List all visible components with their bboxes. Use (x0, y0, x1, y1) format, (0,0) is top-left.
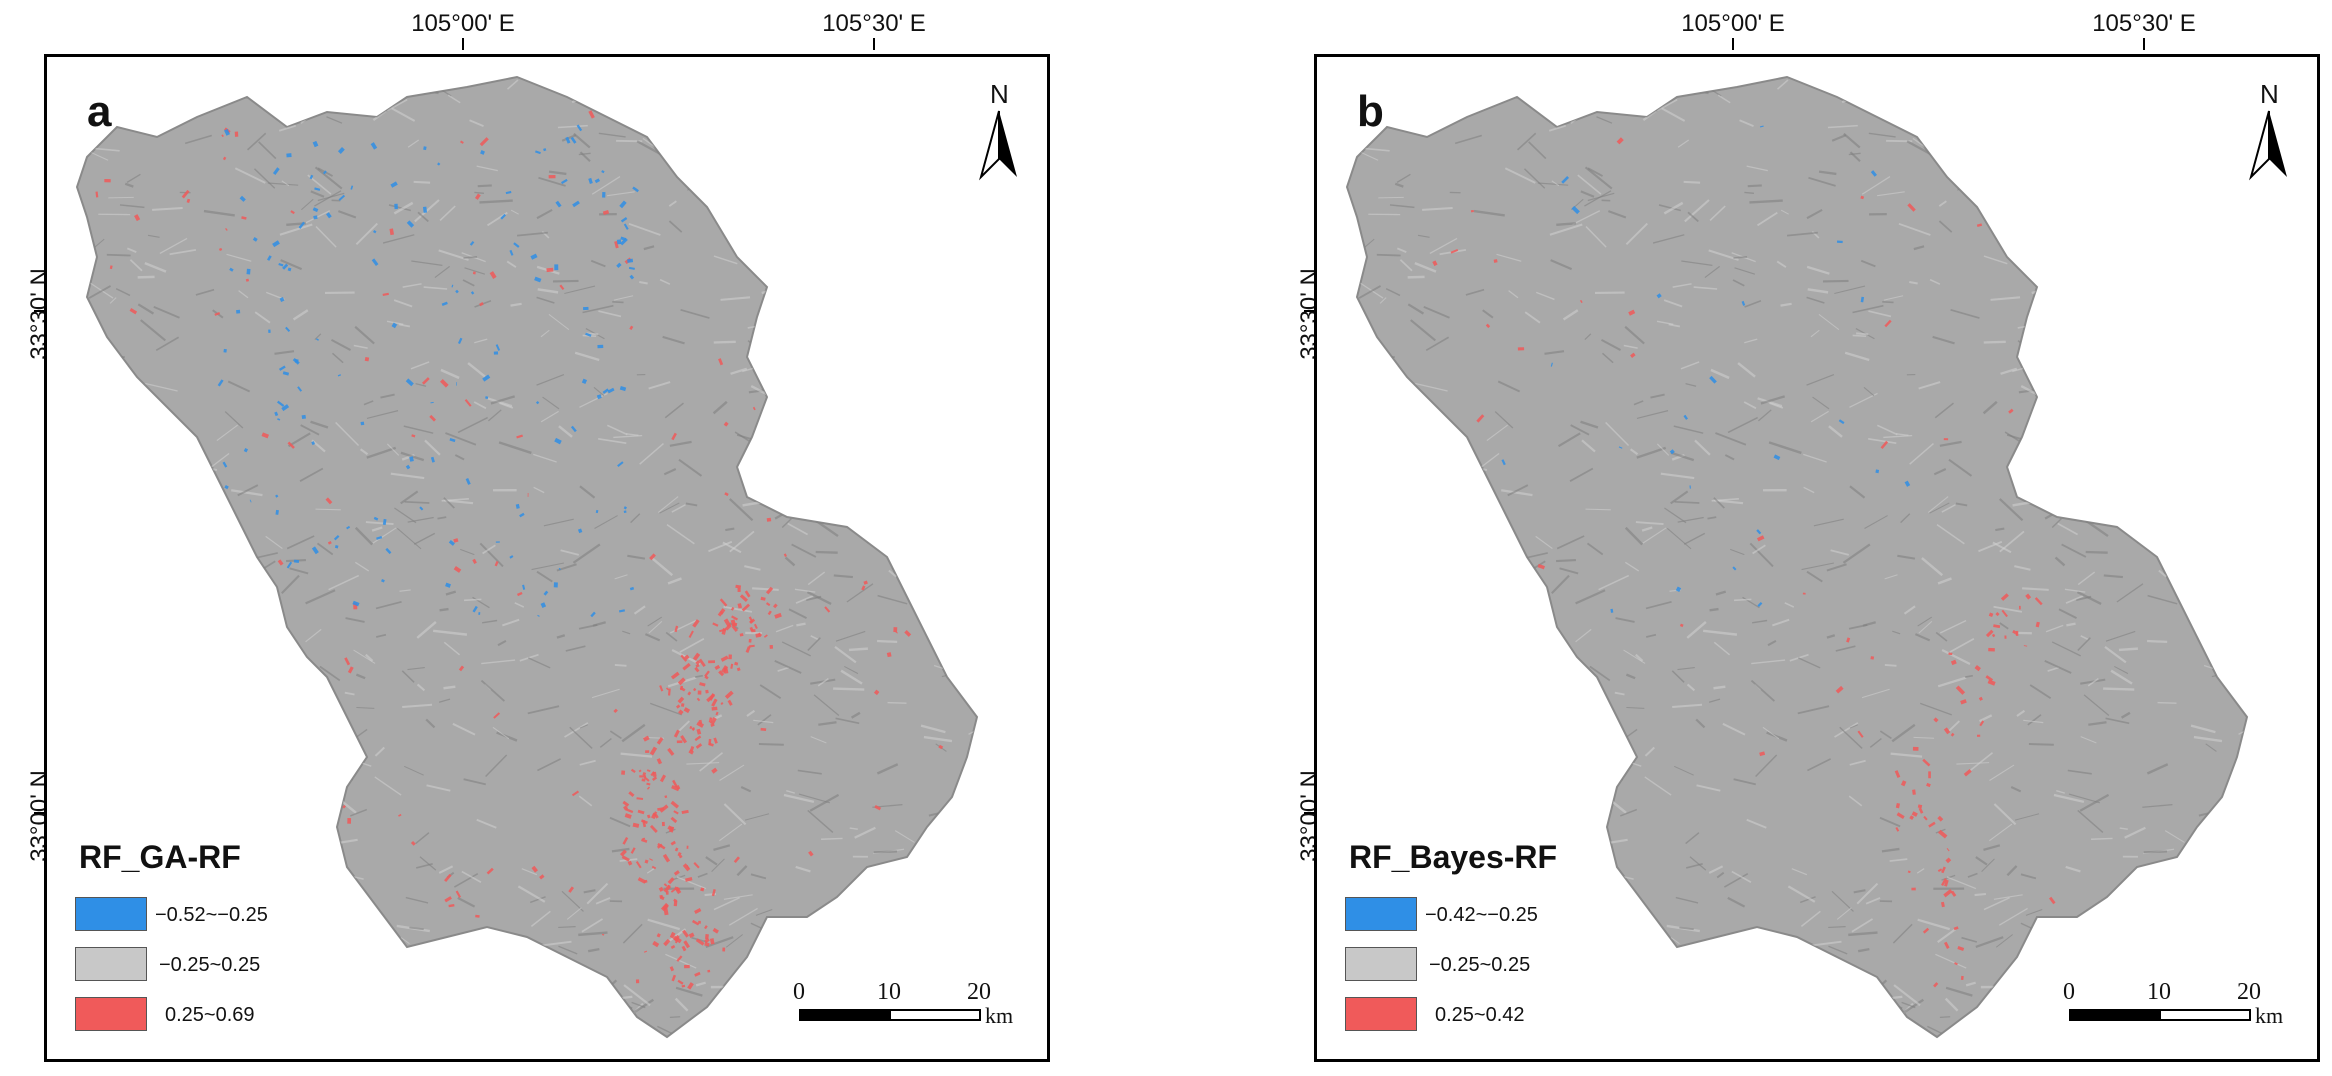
legend-swatch-positive (75, 997, 147, 1031)
scale-tick-20: 20 (967, 979, 991, 1005)
north-letter: N (2260, 79, 2279, 109)
legend-swatch-negative (1345, 897, 1417, 931)
map-frame: a N RF_GA-RF −0.52~−0.25 −0.25~0.25 0.25… (44, 54, 1050, 1062)
legend-label-neutral: −0.25~0.25 (1429, 954, 1531, 976)
lat-tick (34, 310, 46, 312)
north-arrow-icon (2249, 110, 2287, 181)
north-arrow-icon (979, 110, 1017, 181)
legend-swatch-positive (1345, 997, 1417, 1031)
scale-unit: km (985, 1003, 1014, 1028)
north-letter: N (990, 79, 1009, 109)
map-frame: b N RF_Bayes-RF −0.42~−0.25 −0.25~0.25 0… (1314, 54, 2320, 1062)
scale-tick-20: 20 (2237, 979, 2261, 1005)
scale-bar-white (889, 1009, 981, 1021)
scale-tick-0: 0 (2063, 979, 2075, 1005)
scale-tick-10: 10 (877, 979, 901, 1005)
study-area-terrain (1345, 75, 2249, 1039)
legend-label-positive: 0.25~0.69 (165, 1004, 255, 1026)
lon-tick (2143, 38, 2145, 50)
lon-label-105-30: 105°30' E (2092, 10, 2196, 37)
positive-difference-areas (95, 110, 964, 998)
scale-bar-black (2069, 1009, 2161, 1021)
legend-title: RF_Bayes-RF (1349, 839, 1558, 875)
panel-letter: a (87, 87, 112, 136)
legend-label-neutral: −0.25~0.25 (159, 954, 261, 976)
legend-label-positive: 0.25~0.42 (1435, 1004, 1525, 1026)
legend-title: RF_GA-RF (79, 839, 241, 875)
map-canvas (1345, 75, 2249, 1039)
scale-tick-10: 10 (2147, 979, 2171, 1005)
lat-tick (1304, 310, 1316, 312)
negative-difference-areas (1501, 125, 1911, 613)
legend-swatch-neutral (75, 947, 147, 981)
legend-label-negative: −0.42~−0.25 (1425, 904, 1538, 926)
legend-swatch-neutral (1345, 947, 1417, 981)
lon-label-105-00: 105°00' E (1681, 10, 1785, 37)
study-area-terrain (75, 75, 979, 1039)
panel-letter: b (1357, 87, 1384, 136)
legend-label-negative: −0.52~−0.25 (155, 904, 268, 926)
lon-tick (462, 38, 464, 50)
scale-bar-white (2159, 1009, 2251, 1021)
lon-label-105-30: 105°30' E (822, 10, 926, 37)
lat-tick (34, 812, 46, 814)
scale-bar-black (799, 1009, 891, 1021)
legend-swatch-negative (75, 897, 147, 931)
lon-tick (1732, 38, 1734, 50)
scale-unit: km (2255, 1003, 2284, 1028)
lon-tick (873, 38, 875, 50)
lon-label-105-00: 105°00' E (411, 10, 515, 37)
map-canvas (75, 75, 979, 1039)
lat-tick (1304, 812, 1316, 814)
positive-difference-areas (1360, 137, 2224, 988)
scale-tick-0: 0 (793, 979, 805, 1005)
